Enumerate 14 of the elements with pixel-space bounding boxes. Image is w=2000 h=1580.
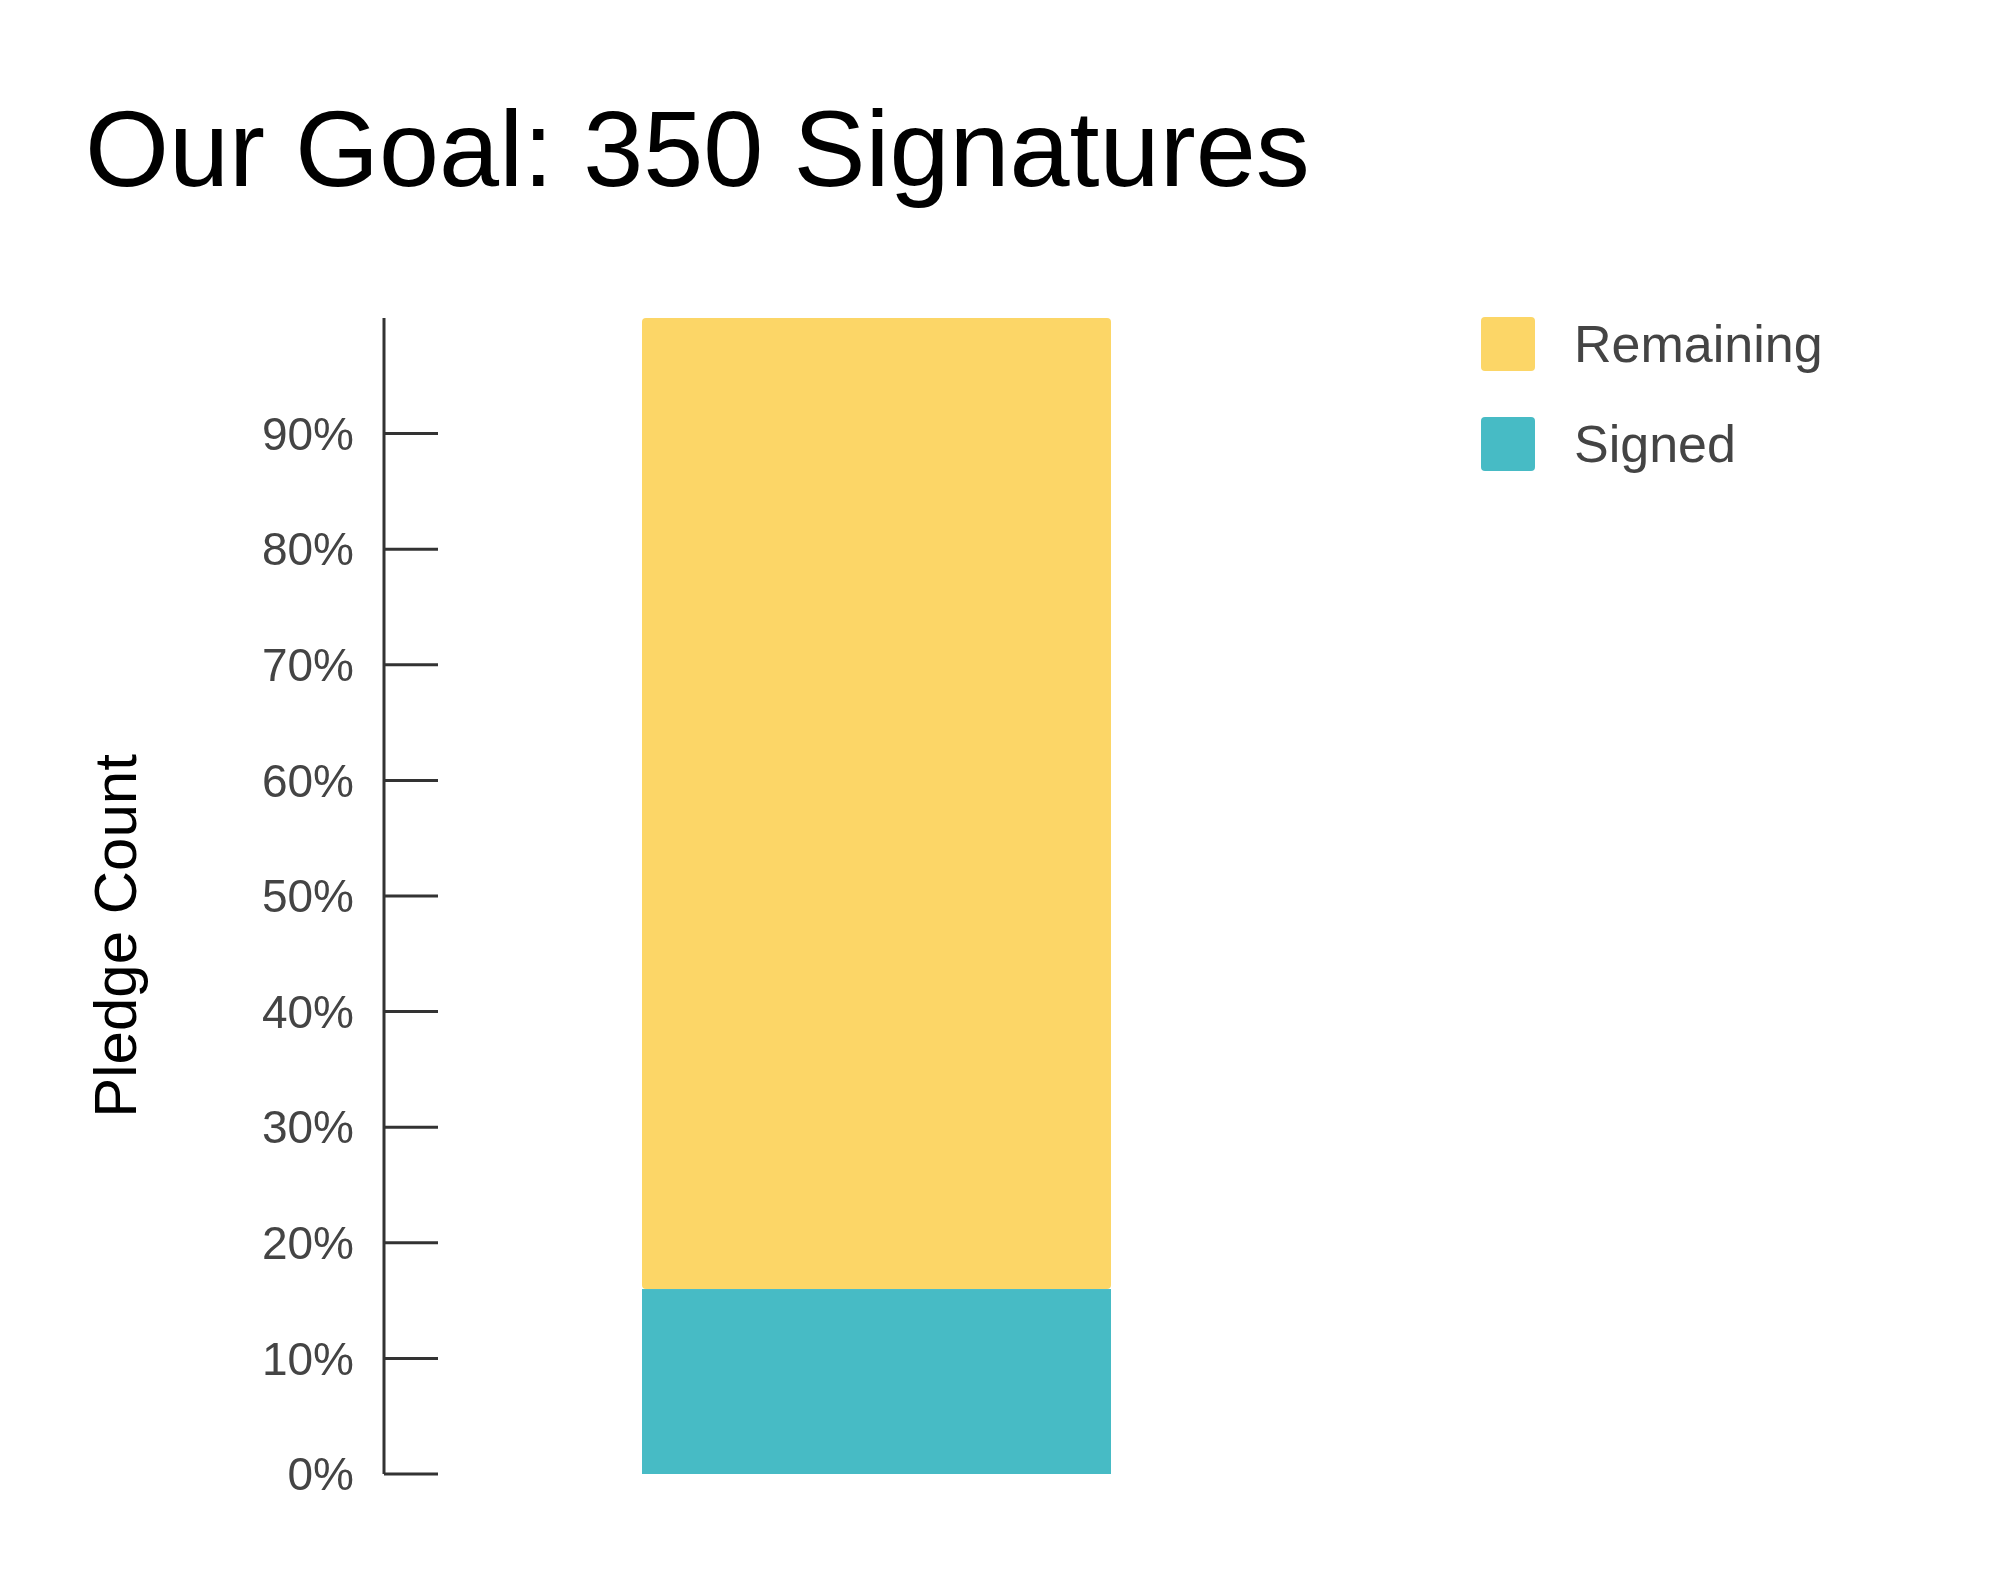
y-tick-label: 90% [261,407,354,460]
legend-label: Signed [1574,415,1736,474]
y-tick-label: 60% [261,754,354,807]
y-tick-label: 50% [261,870,354,923]
y-tick-label: 30% [261,1101,354,1154]
y-tick-label: 10% [261,1332,354,1385]
y-tick-label: 70% [261,638,354,691]
y-tick-label: 40% [261,985,354,1038]
y-tick-label: 20% [261,1216,354,1269]
y-axis-title: Pledge Count [82,753,149,1118]
chart-title: Our Goal: 350 Signatures [85,88,1310,209]
y-tick-label: 0% [287,1448,354,1501]
y-tick-label: 80% [261,523,354,576]
legend-label: Remaining [1574,315,1823,374]
